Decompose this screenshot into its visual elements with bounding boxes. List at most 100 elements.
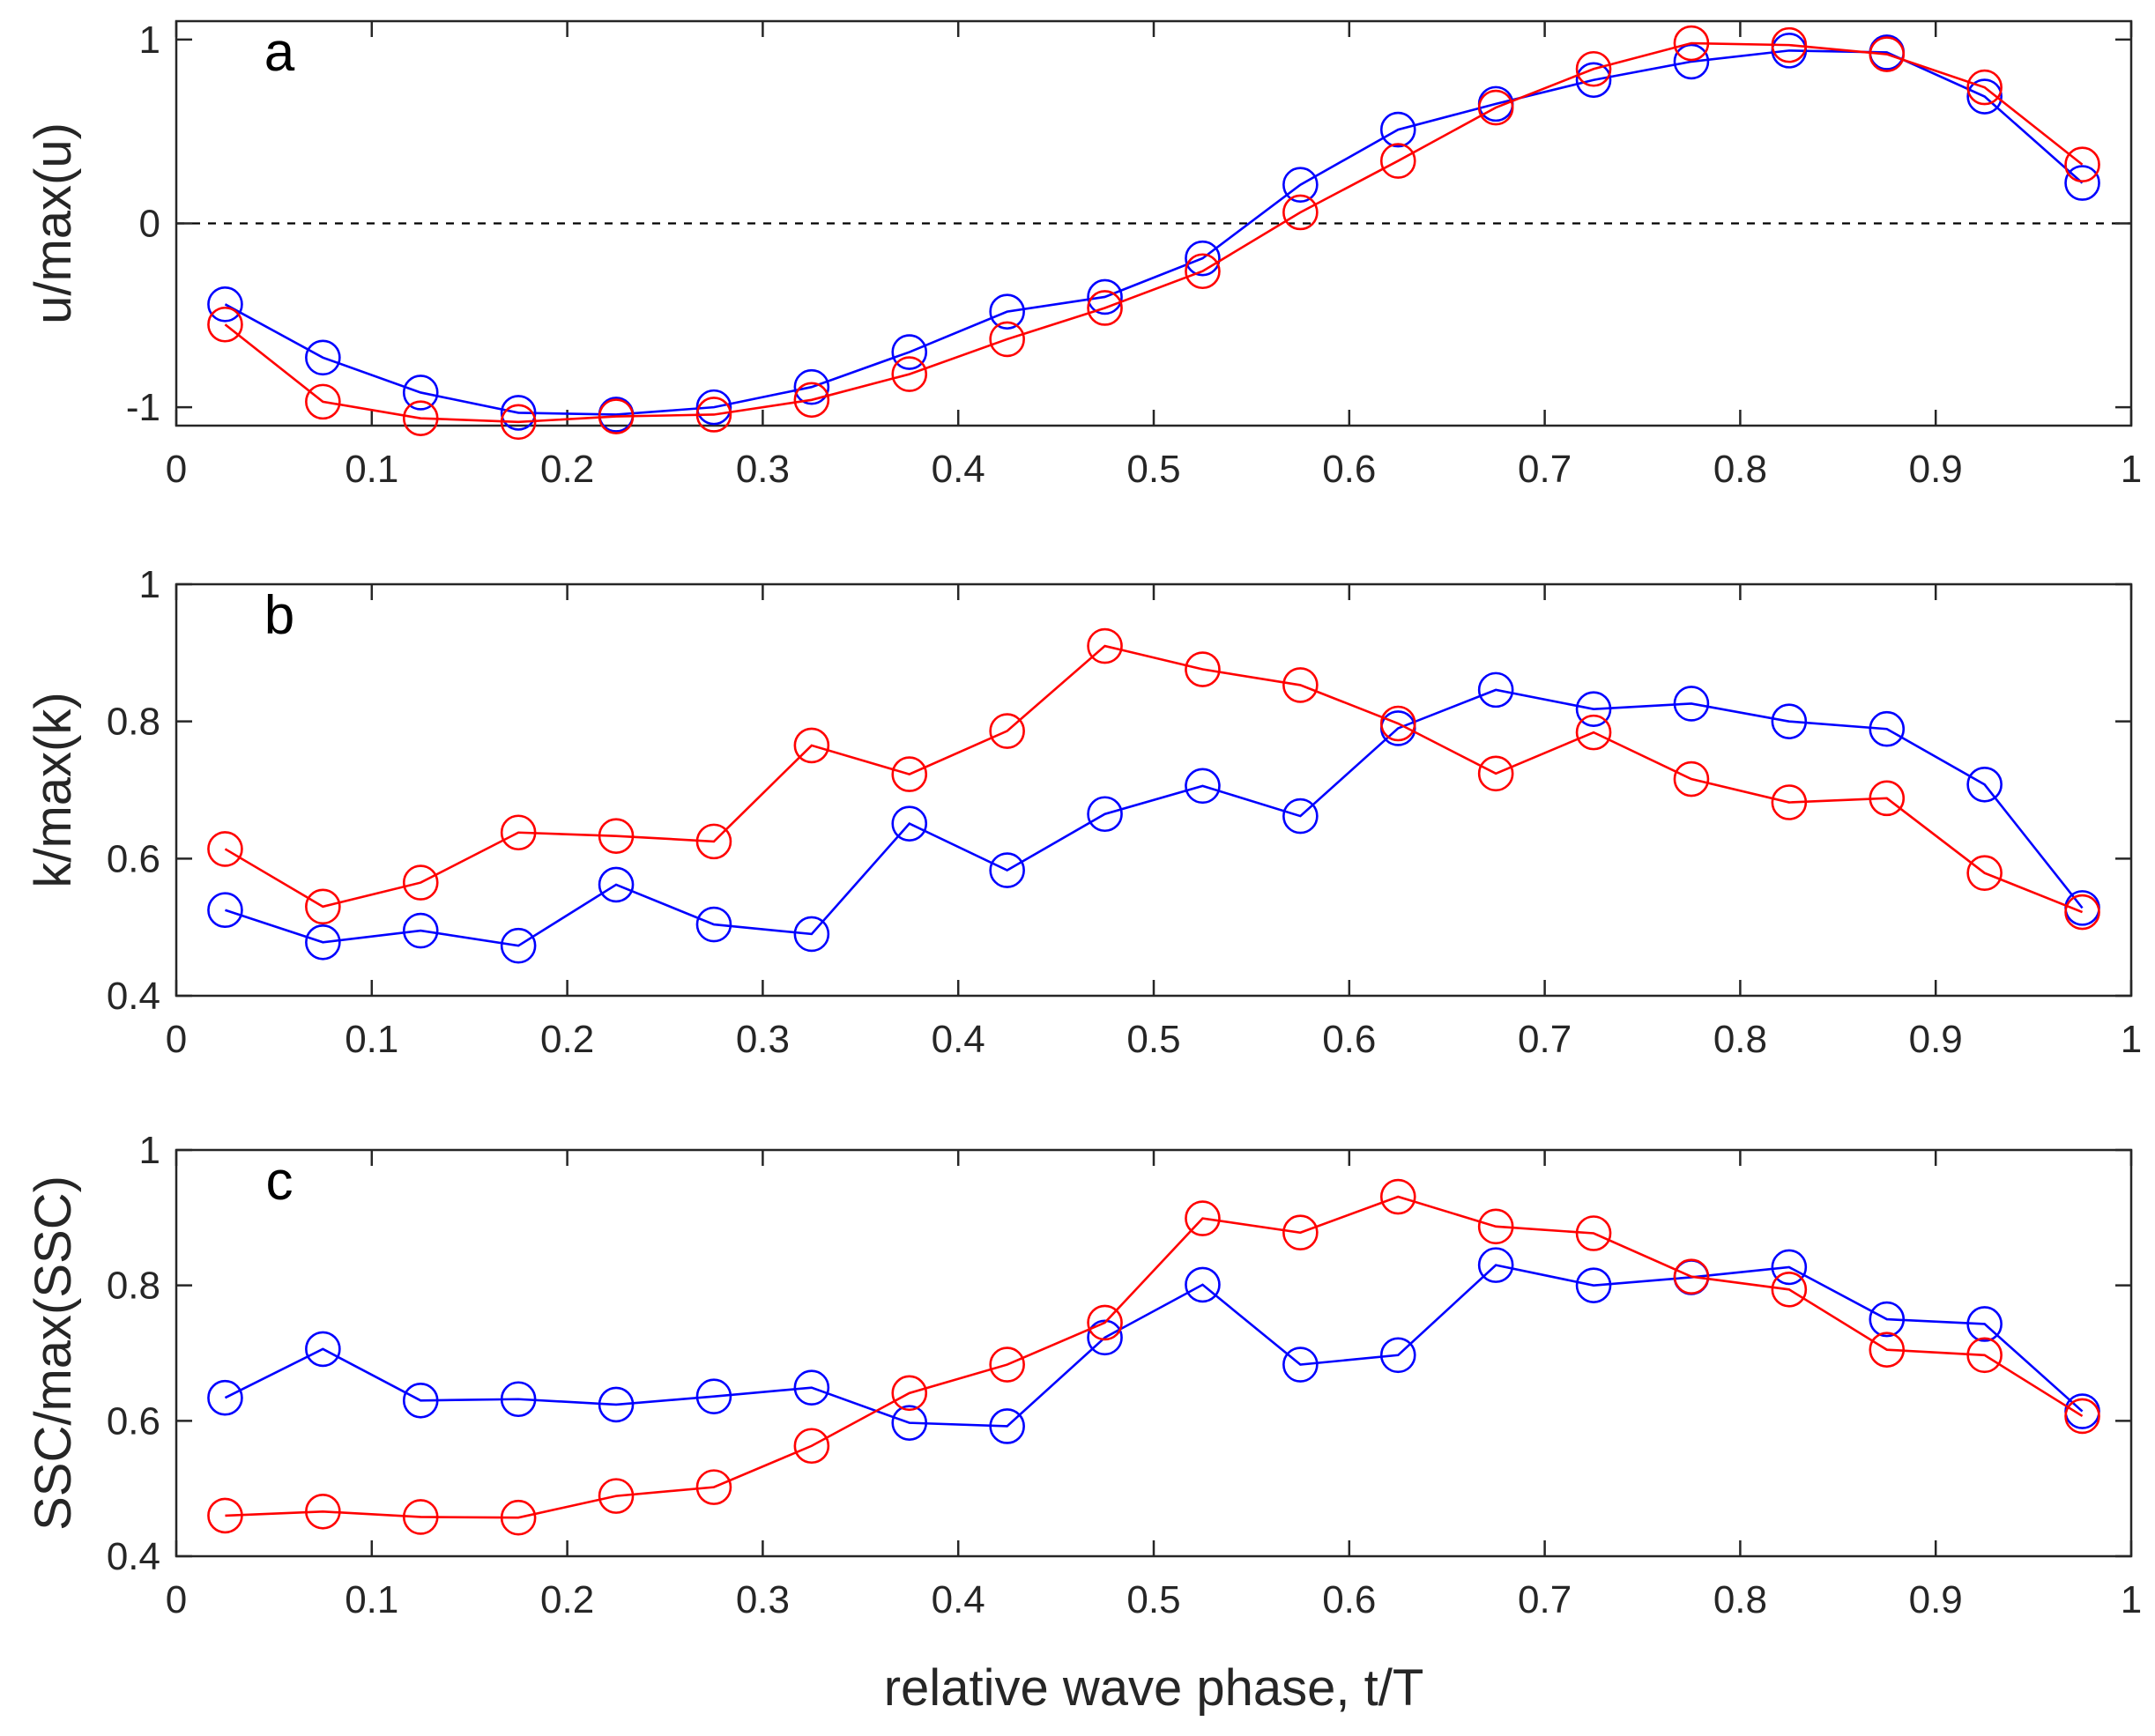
data-point-red — [1966, 855, 2003, 891]
data-point-blue — [305, 1331, 341, 1368]
data-point-red — [695, 1469, 732, 1505]
data-point-blue — [1185, 240, 1221, 277]
data-point-red — [793, 1428, 830, 1465]
y-tick-label: 0.8 — [107, 701, 160, 744]
data-point-red — [1771, 26, 1808, 63]
data-point-red — [989, 1347, 1025, 1383]
data-point-blue — [989, 1408, 1025, 1444]
data-point-blue — [1087, 796, 1123, 833]
panel-a: 0 0.1 0.2 0.3 0.4 0.5 0.6 0.7 0.8 0.9 1-101u/max(u… — [25, 19, 2142, 491]
data-point-red — [1087, 290, 1123, 326]
x-tick-label: 0.4 — [932, 1018, 985, 1061]
data-point-red — [500, 814, 537, 851]
data-point-red — [793, 727, 830, 764]
data-point-red — [1282, 194, 1319, 231]
data-point-blue — [1869, 1301, 1906, 1338]
plot-frame — [175, 582, 2133, 998]
data-point-blue — [402, 912, 439, 949]
data-point-red — [1087, 1304, 1123, 1341]
x-tick-label: 0.8 — [1713, 448, 1767, 491]
x-tick-label: 0.5 — [1126, 448, 1180, 491]
data-point-red — [891, 756, 928, 792]
x-tick-label: 0.9 — [1909, 1578, 1963, 1621]
data-point-blue — [1673, 686, 1710, 722]
data-point-blue — [695, 906, 732, 943]
data-point-red — [305, 1493, 341, 1530]
data-point-blue — [695, 389, 732, 426]
x-tick-label: 0.1 — [345, 1018, 398, 1061]
y-tick-label: 0.4 — [107, 1535, 160, 1578]
x-tick-label: 0 — [166, 1018, 187, 1061]
data-point-red — [1282, 1214, 1319, 1251]
data-point-red — [1379, 1178, 1416, 1215]
x-tick-label: 0.2 — [540, 1018, 594, 1061]
data-point-blue — [500, 395, 537, 431]
data-point-blue — [793, 916, 830, 953]
data-point-red — [207, 1497, 243, 1534]
x-tick-label: 0.3 — [736, 1578, 790, 1621]
data-point-red — [500, 1499, 537, 1536]
data-point-red — [1771, 784, 1808, 820]
x-tick-label: 0 — [166, 1578, 187, 1621]
x-tick-label: 0.6 — [1322, 1018, 1376, 1061]
data-point-red — [891, 1375, 928, 1412]
data-point-red — [1575, 50, 1612, 87]
data-point-blue — [207, 892, 243, 929]
x-tick-label: 0.6 — [1322, 448, 1376, 491]
data-point-red — [1185, 253, 1221, 290]
x-tick-label: 0 — [166, 448, 187, 491]
x-tick-label: 0.9 — [1909, 448, 1963, 491]
y-tick-label: 0.4 — [107, 975, 160, 1018]
y-tick-label: 0.6 — [107, 1399, 160, 1443]
data-point-red — [402, 864, 439, 901]
data-point-blue — [500, 1381, 537, 1418]
data-point-red — [1185, 1200, 1221, 1236]
data-point-blue — [207, 1379, 243, 1416]
data-point-red — [1575, 714, 1612, 751]
x-tick-label: 0.3 — [736, 448, 790, 491]
data-point-blue — [891, 1405, 928, 1441]
data-point-red — [1966, 69, 2003, 106]
x-tick-label: 0.3 — [736, 1018, 790, 1061]
data-point-red — [1869, 1332, 1906, 1368]
data-point-red — [1869, 780, 1906, 817]
data-point-blue — [891, 805, 928, 842]
series-red — [207, 25, 2100, 441]
data-point-blue — [1379, 111, 1416, 148]
data-point-red — [2064, 894, 2100, 931]
x-tick-label: 0.6 — [1322, 1578, 1376, 1621]
y-tick-label: 1 — [139, 19, 160, 62]
data-point-blue — [1185, 768, 1221, 805]
y-tick-label: -1 — [126, 386, 160, 429]
data-point-red — [207, 831, 243, 867]
data-point-red — [695, 397, 732, 433]
data-point-blue — [1575, 691, 1612, 727]
plot-frame — [175, 1148, 2133, 1558]
x-tick-label: 0.7 — [1518, 1578, 1572, 1621]
data-point-red — [305, 383, 341, 420]
x-axis-label: relative wave phase, t/T — [884, 1659, 1424, 1717]
data-point-red — [1966, 1337, 2003, 1374]
x-tick-label: 0.4 — [932, 448, 985, 491]
data-point-red — [598, 1478, 635, 1514]
x-tick-label: 0.5 — [1126, 1018, 1180, 1061]
data-point-red — [402, 400, 439, 436]
x-tick-label: 0.8 — [1713, 1578, 1767, 1621]
data-point-blue — [989, 293, 1025, 330]
data-point-red — [1673, 1258, 1710, 1295]
data-point-blue — [1771, 703, 1808, 739]
data-point-red — [1869, 36, 1906, 72]
data-point-blue — [1282, 798, 1319, 835]
x-tick-label: 1 — [2121, 448, 2142, 491]
y-tick-label: 1 — [139, 563, 160, 606]
panel-b: 0 0.1 0.2 0.3 0.4 0.5 0.6 0.7 0.8 0.9 1 0.4 0.6 0.8 1 k… — [25, 563, 2142, 1061]
data-point-red — [1379, 143, 1416, 179]
data-point-red — [989, 713, 1025, 749]
x-tick-label: 0.7 — [1518, 1018, 1572, 1061]
data-point-blue — [793, 1369, 830, 1406]
data-point-blue — [305, 924, 341, 961]
data-point-blue — [402, 375, 439, 411]
data-point-red — [1771, 1271, 1808, 1308]
data-point-red — [598, 818, 635, 854]
